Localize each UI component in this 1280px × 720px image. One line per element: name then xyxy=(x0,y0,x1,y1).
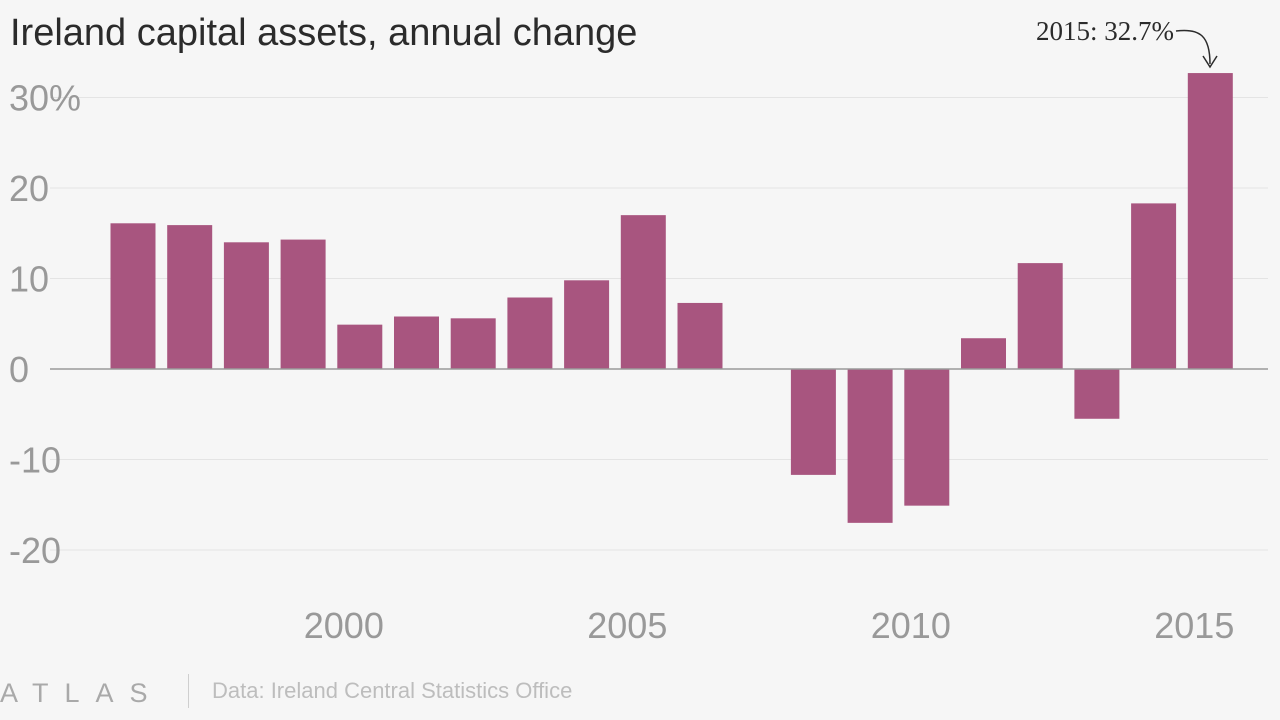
y-tick-label: -10 xyxy=(9,440,61,481)
annotation-arrow xyxy=(1175,29,1211,65)
y-tick-label: -20 xyxy=(9,530,61,571)
annotation-label: 2015: 32.7% xyxy=(1036,16,1174,46)
bar-2005 xyxy=(620,215,666,369)
bar-2004 xyxy=(564,280,610,369)
bar-2012 xyxy=(1017,263,1063,369)
bars xyxy=(110,73,1233,523)
x-tick-label: 2015 xyxy=(1154,605,1234,646)
bar-2000 xyxy=(337,324,383,369)
bar-2009 xyxy=(847,369,893,523)
bar-2014 xyxy=(1131,203,1177,369)
bar-2003 xyxy=(507,297,553,369)
footer-divider xyxy=(188,674,189,708)
bar-2011 xyxy=(961,338,1006,369)
annotation-arrowhead xyxy=(1202,55,1218,69)
chart-title: Ireland capital assets, annual change xyxy=(10,12,638,54)
bar-2013 xyxy=(1074,369,1120,419)
y-tick-label: 10 xyxy=(9,259,49,300)
bar-2002 xyxy=(450,318,496,369)
bar-1996 xyxy=(110,223,156,369)
bar-2001 xyxy=(394,316,439,369)
y-axis-ticks: 30% 20 10 0 -10 -20 xyxy=(9,78,81,572)
bar-2008 xyxy=(790,369,836,475)
annotation: 2015: 32.7% xyxy=(1036,16,1218,69)
y-tick-label: 30% xyxy=(9,78,81,119)
bar-2010 xyxy=(904,369,950,506)
source-note: Data: Ireland Central Statistics Office xyxy=(212,678,573,703)
bar-2006 xyxy=(677,302,723,369)
x-tick-label: 2010 xyxy=(871,605,951,646)
y-tick-label: 20 xyxy=(9,168,49,209)
footer: ATLAS Data: Ireland Central Statistics O… xyxy=(0,674,700,708)
bar-1999 xyxy=(280,239,326,369)
x-tick-label: 2005 xyxy=(587,605,667,646)
brand-logo: ATLAS xyxy=(0,678,164,708)
bar-1998 xyxy=(223,242,269,369)
y-tick-label: 0 xyxy=(9,349,29,390)
bar-2015 xyxy=(1187,73,1233,369)
x-axis-ticks: 2000 2005 2010 2015 xyxy=(304,605,1235,646)
bar-1997 xyxy=(167,225,213,369)
x-tick-label: 2000 xyxy=(304,605,384,646)
